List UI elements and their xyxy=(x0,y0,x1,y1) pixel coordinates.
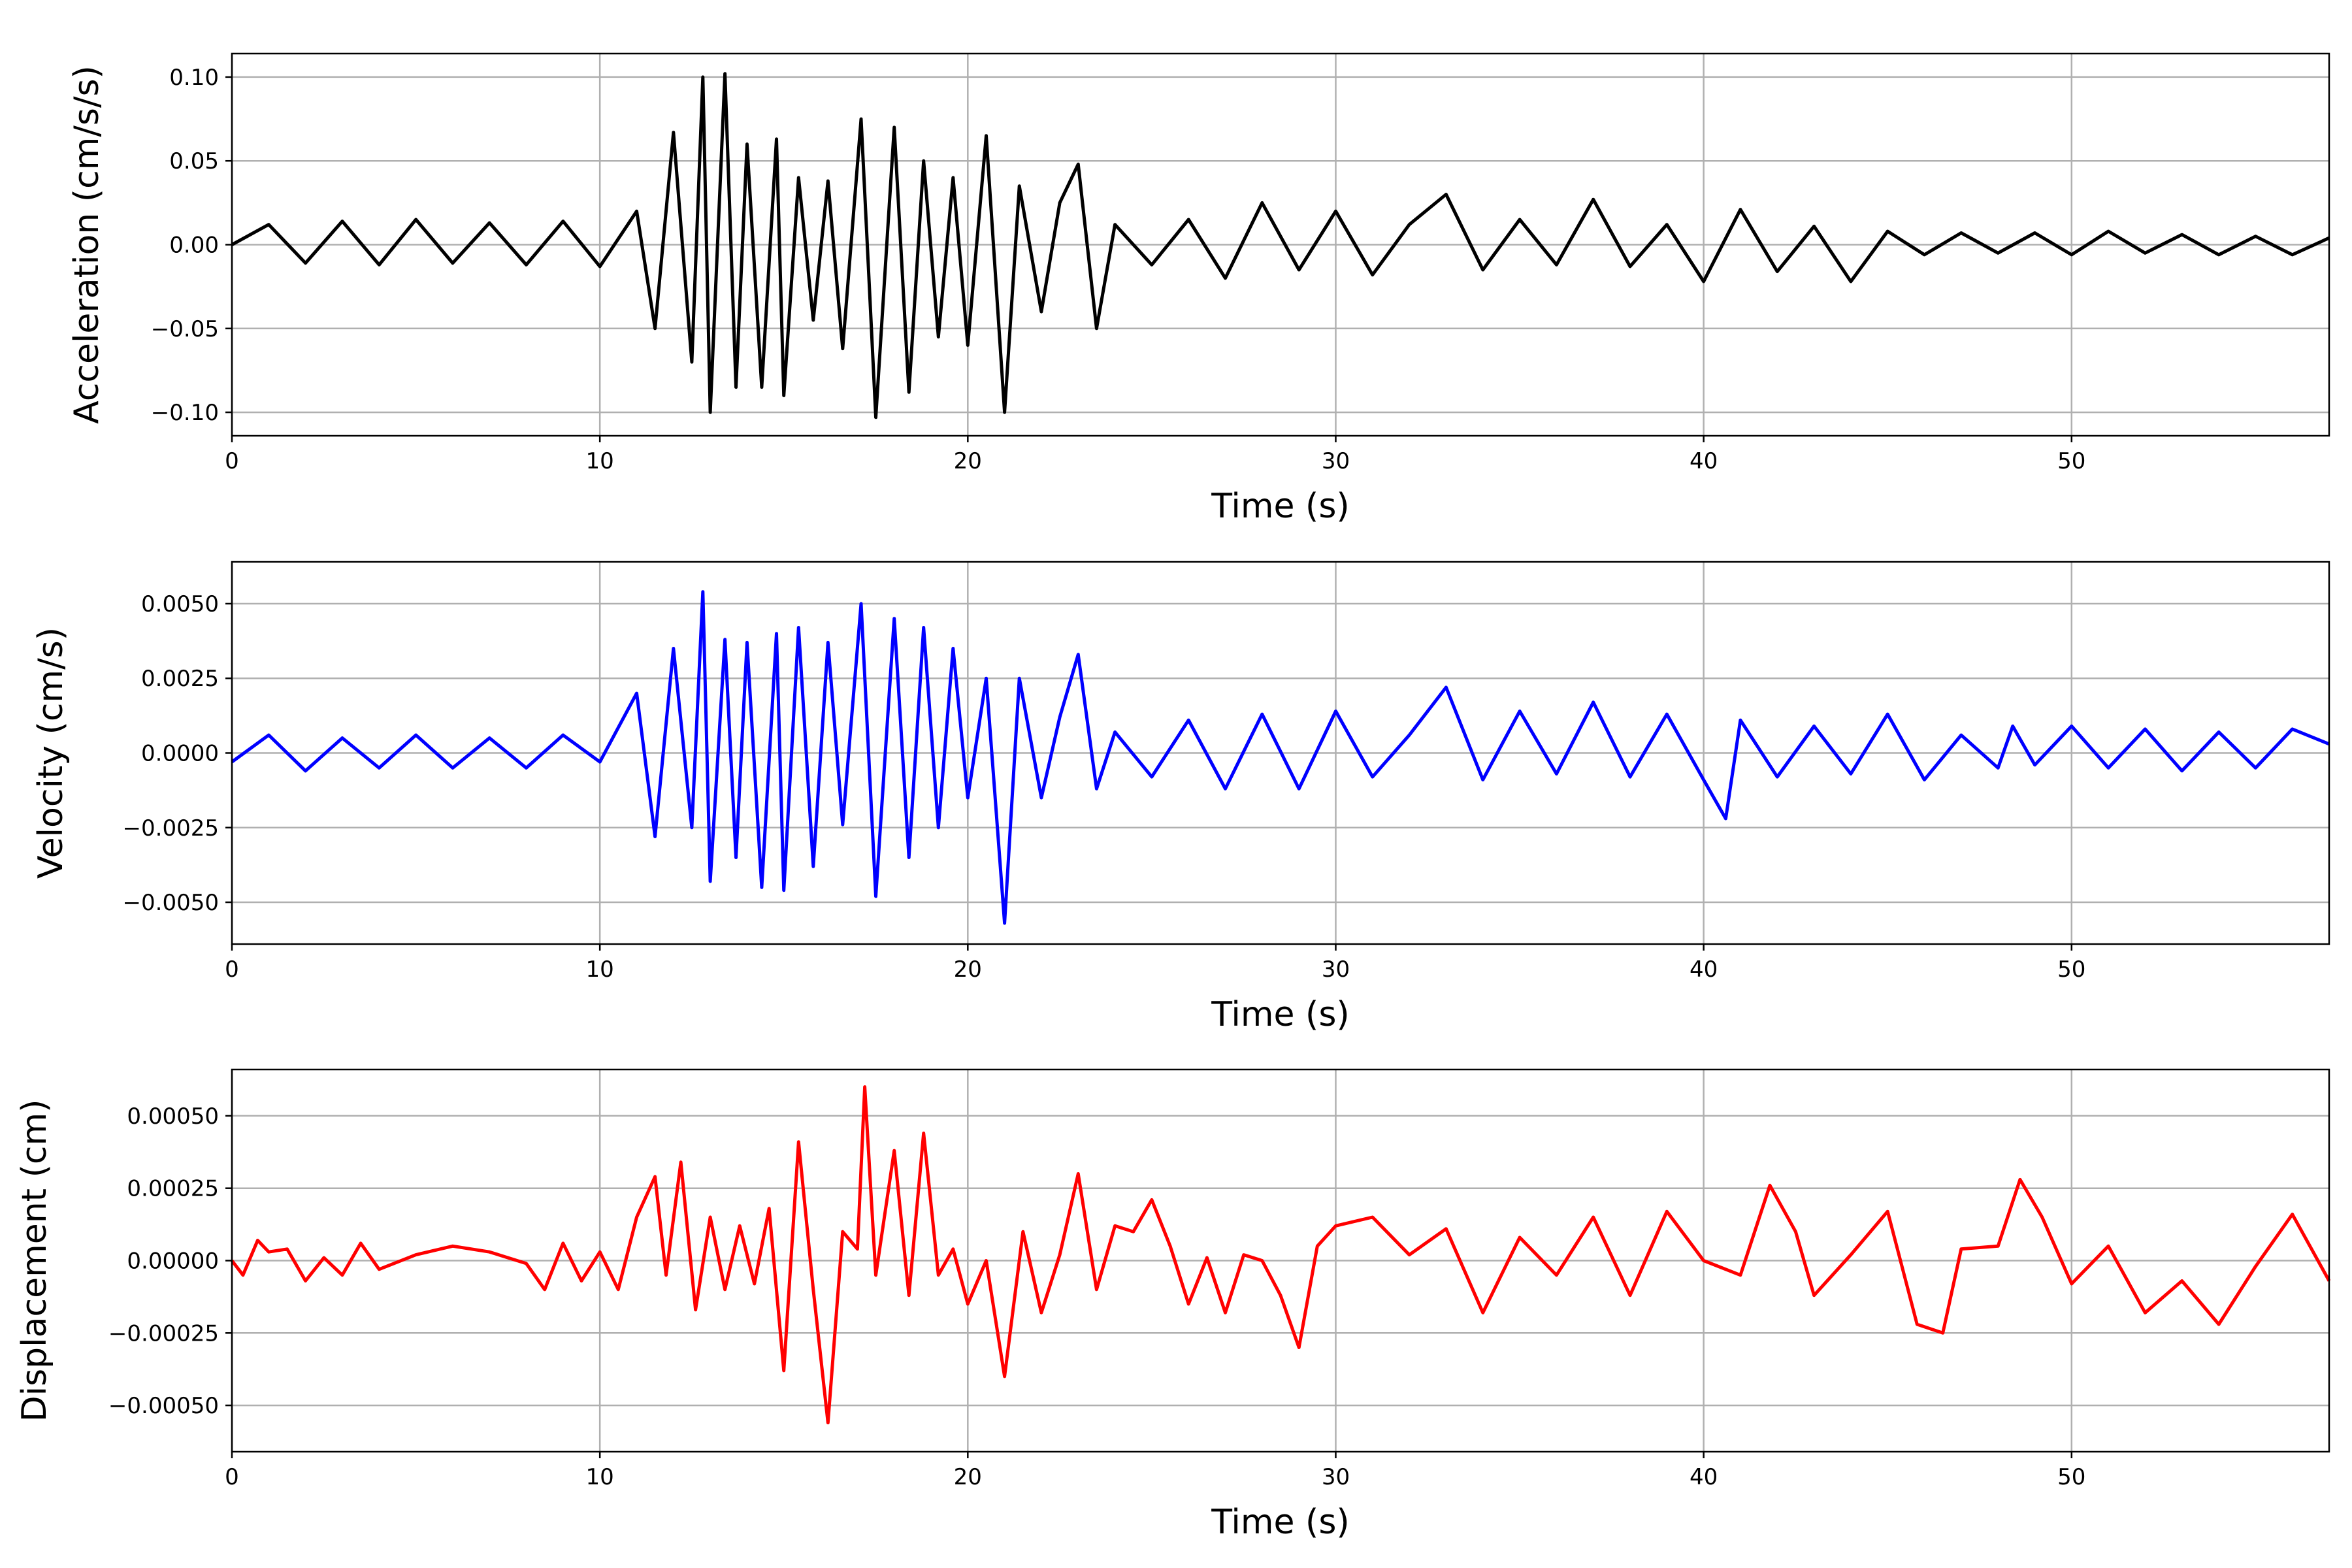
x-tick-label: 30 xyxy=(1322,1464,1350,1490)
x-tick-label: 40 xyxy=(1690,956,1718,983)
y-tick-label: 0.00000 xyxy=(127,1249,219,1275)
y-tick-label: −0.00050 xyxy=(108,1393,219,1419)
velocity-series-line xyxy=(231,590,2330,925)
x-tick-label: 40 xyxy=(1690,1464,1718,1490)
y-tick-label: −0.00025 xyxy=(108,1320,219,1347)
y-tick-label: −0.0025 xyxy=(123,815,219,841)
acceleration-series-line xyxy=(231,72,2330,419)
x-tick-label: 20 xyxy=(954,1464,982,1490)
x-tick-label: 50 xyxy=(2057,448,2085,474)
x-tick-label: 30 xyxy=(1322,956,1350,983)
x-axis-label: Time (s) xyxy=(1211,487,1349,526)
x-tick-label: 0 xyxy=(225,448,239,474)
y-axis-label: Velocity (cm/s) xyxy=(31,627,71,879)
x-tick-label: 50 xyxy=(2057,956,2085,983)
x-tick-label: 30 xyxy=(1322,448,1350,474)
displacement-series-line xyxy=(231,1085,2331,1425)
displacement-panel: 0 10 20 30 40 50 −0.00050 −0.00025 0.00000 0.0002… xyxy=(15,1068,2331,1542)
y-tick-label: 0.0050 xyxy=(141,591,219,617)
x-tick-label: 50 xyxy=(2057,1464,2085,1490)
y-tick-label: 0.00 xyxy=(169,233,219,259)
y-tick-label: −0.0050 xyxy=(123,890,219,916)
x-axis-label: Time (s) xyxy=(1211,995,1349,1034)
y-tick-label: −0.05 xyxy=(151,316,219,342)
y-tick-label: 0.00025 xyxy=(127,1176,219,1202)
y-axis-label: Displacement (cm) xyxy=(15,1100,54,1422)
x-tick-label: 10 xyxy=(586,956,614,983)
x-axis-label: Time (s) xyxy=(1211,1503,1349,1542)
y-tick-label: 0.0000 xyxy=(141,741,219,767)
x-tick-label: 0 xyxy=(225,1464,239,1490)
x-tick-label: 10 xyxy=(586,1464,614,1490)
x-tick-label: 20 xyxy=(954,956,982,983)
y-tick-label: 0.05 xyxy=(169,148,219,174)
y-tick-label: 0.0025 xyxy=(141,666,219,692)
x-tick-label: 20 xyxy=(954,448,982,474)
y-tick-label: 0.10 xyxy=(169,65,219,91)
velocity-panel: 0 10 20 30 40 50 −0.0050 −0.0025 0.0000 0.0025 0.0… xyxy=(31,561,2330,1034)
x-tick-label: 40 xyxy=(1690,448,1718,474)
x-tick-label: 10 xyxy=(586,448,614,474)
y-axis-label: Acceleration (cm/s/s) xyxy=(67,65,106,424)
y-tick-label: 0.00050 xyxy=(127,1103,219,1130)
acceleration-panel: 0 10 20 30 40 50 −0.10 −0.05 0.00 0.05 0.10 Time (s… xyxy=(67,52,2330,526)
x-tick-label: 0 xyxy=(225,956,239,983)
y-tick-label: −0.10 xyxy=(151,400,219,426)
